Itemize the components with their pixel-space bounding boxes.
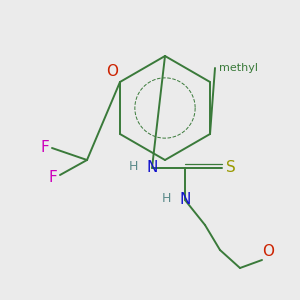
Text: F: F: [40, 140, 49, 155]
Text: O: O: [262, 244, 274, 259]
Text: H: H: [129, 160, 138, 172]
Text: F: F: [48, 169, 57, 184]
Text: N: N: [146, 160, 158, 175]
Text: S: S: [226, 160, 236, 175]
Text: N: N: [179, 193, 191, 208]
Text: H: H: [162, 191, 171, 205]
Text: methyl: methyl: [219, 63, 258, 73]
Text: O: O: [106, 64, 118, 79]
